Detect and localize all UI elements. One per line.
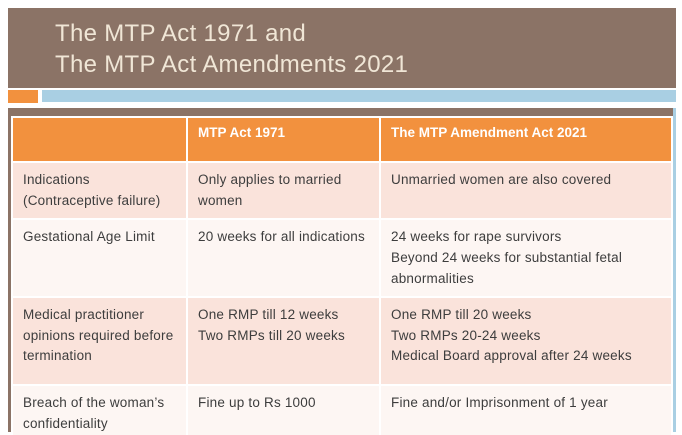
slide-title-block: The MTP Act 1971 and The MTP Act Amendme… bbox=[8, 8, 676, 88]
slide-title-line-2: The MTP Act Amendments 2021 bbox=[55, 51, 409, 78]
slide-title-line-1: The MTP Act 1971 and bbox=[55, 20, 307, 47]
table-row-indications: Indications (Contraceptive failure) Only… bbox=[11, 161, 673, 220]
row-label-cell: Medical practitioner opinions required b… bbox=[11, 295, 188, 386]
header-cell-empty bbox=[11, 116, 188, 163]
act1971-cell: One RMP till 12 weeks Two RMPs till 20 w… bbox=[186, 295, 381, 386]
comparison-table-frame: MTP Act 1971 The MTP Amendment Act 2021 … bbox=[8, 108, 676, 435]
act2021-cell: Fine and/or Imprisonment of 1 year bbox=[379, 383, 673, 435]
mtp-comparison-table: MTP Act 1971 The MTP Amendment Act 2021 … bbox=[11, 116, 673, 435]
accent-blue-bar bbox=[42, 90, 676, 102]
row-label-cell: Indications (Contraceptive failure) bbox=[11, 161, 188, 220]
header-cell-act-1971: MTP Act 1971 bbox=[186, 116, 381, 163]
act1971-cell: Only applies to married women bbox=[186, 161, 381, 220]
accent-strip bbox=[8, 90, 676, 103]
table-row-practitioner-opinions: Medical practitioner opinions required b… bbox=[11, 295, 673, 386]
header-cell-amendment-2021: The MTP Amendment Act 2021 bbox=[379, 116, 673, 163]
act2021-cell: One RMP till 20 weeks Two RMPs 20-24 wee… bbox=[379, 295, 673, 386]
accent-orange-square bbox=[8, 90, 38, 103]
act1971-cell: Fine up to Rs 1000 bbox=[186, 383, 381, 435]
row-label-cell: Breach of the woman’s confidentiality bbox=[11, 383, 188, 435]
table-header-row: MTP Act 1971 The MTP Amendment Act 2021 bbox=[11, 116, 673, 163]
act1971-cell: 20 weeks for all indications bbox=[186, 217, 381, 298]
table-row-gestational-age: Gestational Age Limit 20 weeks for all i… bbox=[11, 217, 673, 298]
act2021-cell: 24 weeks for rape survivors Beyond 24 we… bbox=[379, 217, 673, 298]
table-row-confidentiality-breach: Breach of the woman’s confidentiality Fi… bbox=[11, 383, 673, 435]
act2021-cell: Unmarried women are also covered bbox=[379, 161, 673, 220]
row-label-cell: Gestational Age Limit bbox=[11, 217, 188, 298]
